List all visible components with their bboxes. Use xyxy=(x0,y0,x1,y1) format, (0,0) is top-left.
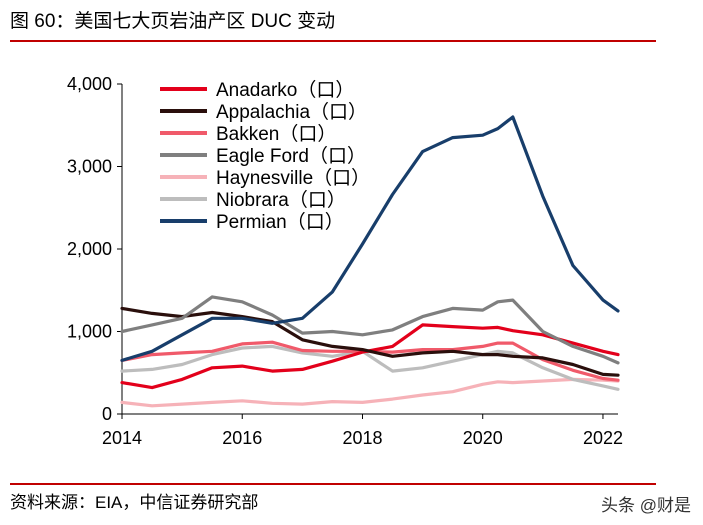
legend-label: Appalachia（口） xyxy=(216,101,367,123)
series-line-0 xyxy=(120,323,620,390)
legend-label: Eagle Ford（口） xyxy=(216,145,366,167)
legend-label: Bakken（口） xyxy=(216,123,336,145)
chart-legend: Anadarko（口）Appalachia（口）Bakken（口）Eagle F… xyxy=(160,79,370,233)
series-line-5 xyxy=(120,344,620,391)
legend-label: Haynesville（口） xyxy=(216,167,370,189)
legend-label: Anadarko（口） xyxy=(216,79,354,101)
x-tick-label: 2014 xyxy=(102,428,142,448)
x-tick-label: 2018 xyxy=(342,428,382,448)
series-line-6 xyxy=(120,115,620,362)
source-rule xyxy=(10,483,656,485)
figure-title: 图 60：美国七大页岩油产区 DUC 变动 xyxy=(10,11,336,32)
chart-axes: 0 1,000 2,000 3,000 4,000 2014 2016 2018 2020 202… xyxy=(67,74,623,448)
y-tick-label: 4,000 xyxy=(67,74,112,94)
watermark: 头条 @财是 xyxy=(601,496,691,515)
y-tick-label: 1,000 xyxy=(67,322,112,342)
x-tick-label: 2020 xyxy=(463,428,503,448)
legend-label: Niobrara（口） xyxy=(216,189,346,211)
series-line-4 xyxy=(120,377,620,408)
title-rule xyxy=(10,40,656,42)
x-tick-label: 2022 xyxy=(583,428,623,448)
y-tick-label: 0 xyxy=(102,404,112,424)
series-line-1 xyxy=(120,306,620,377)
y-tick-label: 2,000 xyxy=(67,239,112,259)
chart-series-lines xyxy=(120,115,620,408)
y-tick-label: 3,000 xyxy=(67,157,112,177)
series-line-3 xyxy=(120,295,620,365)
series-line-2 xyxy=(120,340,620,382)
x-tick-label: 2016 xyxy=(222,428,262,448)
source-note: 资料来源：EIA，中信证券研究部 xyxy=(10,493,259,512)
legend-label: Permian（口） xyxy=(216,211,344,233)
